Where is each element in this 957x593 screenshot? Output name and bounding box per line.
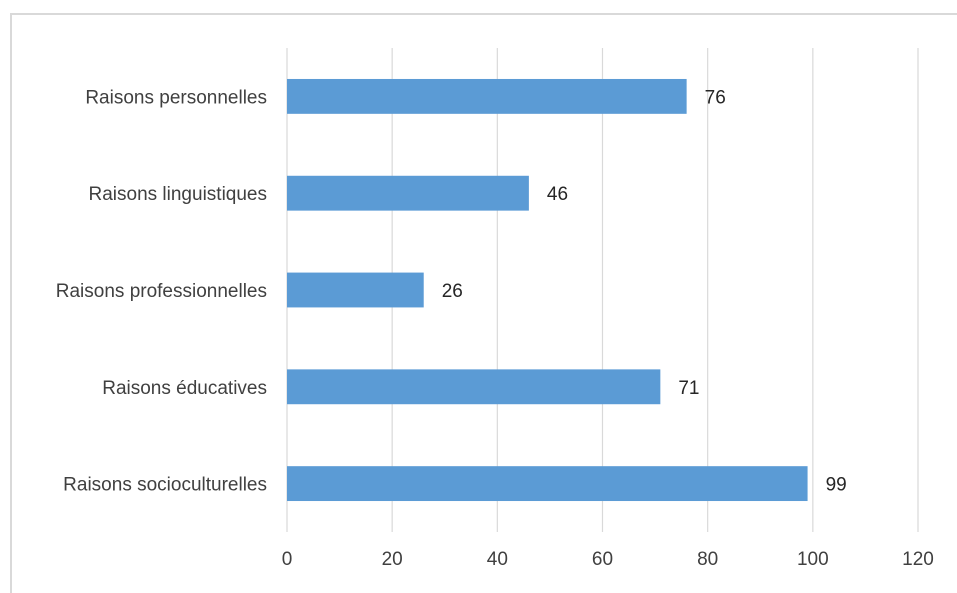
category-label: Raisons linguistiques xyxy=(89,184,268,205)
data-label: 76 xyxy=(705,87,726,108)
bar xyxy=(287,272,424,308)
data-label: 26 xyxy=(442,281,463,302)
x-tick-label: 60 xyxy=(592,549,613,570)
x-tick-label: 120 xyxy=(902,549,934,570)
category-label: Raisons professionnelles xyxy=(56,281,267,302)
category-label: Raisons personnelles xyxy=(85,87,267,108)
bar-layer xyxy=(287,78,808,502)
label-layer: Raisons personnelles 76 Raisons linguistiq… xyxy=(56,87,847,495)
data-label: 71 xyxy=(678,378,699,399)
data-label: 46 xyxy=(547,184,568,205)
bar xyxy=(287,175,529,211)
bar xyxy=(287,78,687,114)
x-tick-label: 40 xyxy=(487,549,508,570)
x-tick-label: 20 xyxy=(382,549,403,570)
category-label: Raisons socioculturelles xyxy=(63,475,267,496)
bar xyxy=(287,466,808,502)
x-tick-label: 80 xyxy=(697,549,718,570)
bar xyxy=(287,369,661,405)
chart-frame xyxy=(10,13,957,593)
tick-layer: 0 20 40 60 80 100 120 xyxy=(282,549,934,570)
x-tick-label: 0 xyxy=(282,549,293,570)
data-label: 99 xyxy=(826,475,847,496)
x-tick-label: 100 xyxy=(797,549,829,570)
category-label: Raisons éducatives xyxy=(102,378,267,399)
